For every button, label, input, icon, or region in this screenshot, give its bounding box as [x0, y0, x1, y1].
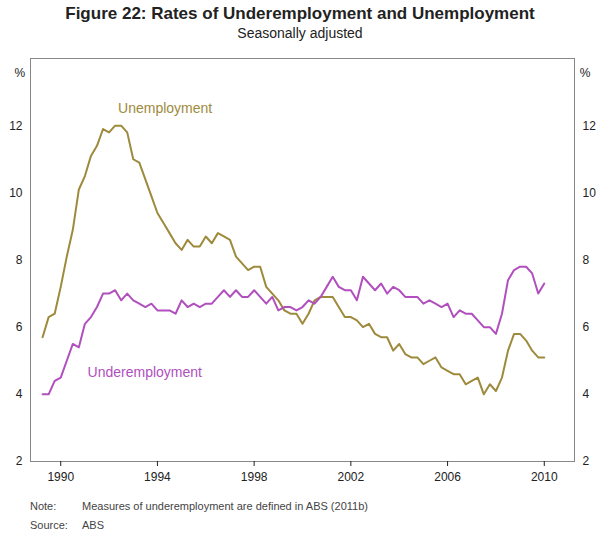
svg-text:10: 10 — [9, 186, 23, 200]
svg-text:%: % — [580, 66, 591, 80]
svg-text:12: 12 — [9, 119, 23, 133]
svg-text:1998: 1998 — [241, 470, 268, 484]
svg-text:4: 4 — [583, 387, 590, 401]
svg-text:2006: 2006 — [434, 470, 461, 484]
html-text:Source:: Source: — [30, 519, 68, 531]
svg-text:1990: 1990 — [47, 470, 74, 484]
svg-text:12: 12 — [583, 119, 597, 133]
html-text:Note:: Note: — [30, 500, 57, 512]
svg-text:Unemployment: Unemployment — [118, 100, 212, 116]
svg-text:2010: 2010 — [531, 470, 558, 484]
svg-text:8: 8 — [583, 253, 590, 267]
svg-text:Underemployment: Underemployment — [88, 364, 202, 380]
svg-text:%: % — [15, 66, 26, 80]
svg-text:6: 6 — [583, 320, 590, 334]
svg-text:6: 6 — [16, 320, 23, 334]
html-text:ABS: ABS — [82, 519, 104, 531]
svg-text:2: 2 — [16, 454, 23, 468]
html-text:Measures of underemployment ar: Measures of underemployment are defined … — [82, 500, 368, 512]
svg-text:2002: 2002 — [338, 470, 365, 484]
svg-text:8: 8 — [16, 253, 23, 267]
svg-text:1994: 1994 — [144, 470, 171, 484]
svg-text:10: 10 — [583, 186, 597, 200]
html-text:Seasonally adjusted: Seasonally adjusted — [237, 25, 363, 41]
svg-text:2: 2 — [583, 454, 590, 468]
svg-text:4: 4 — [16, 387, 23, 401]
html-text:Figure 22: Rates of Underemplo: Figure 22: Rates of Underemployment and … — [65, 4, 535, 23]
